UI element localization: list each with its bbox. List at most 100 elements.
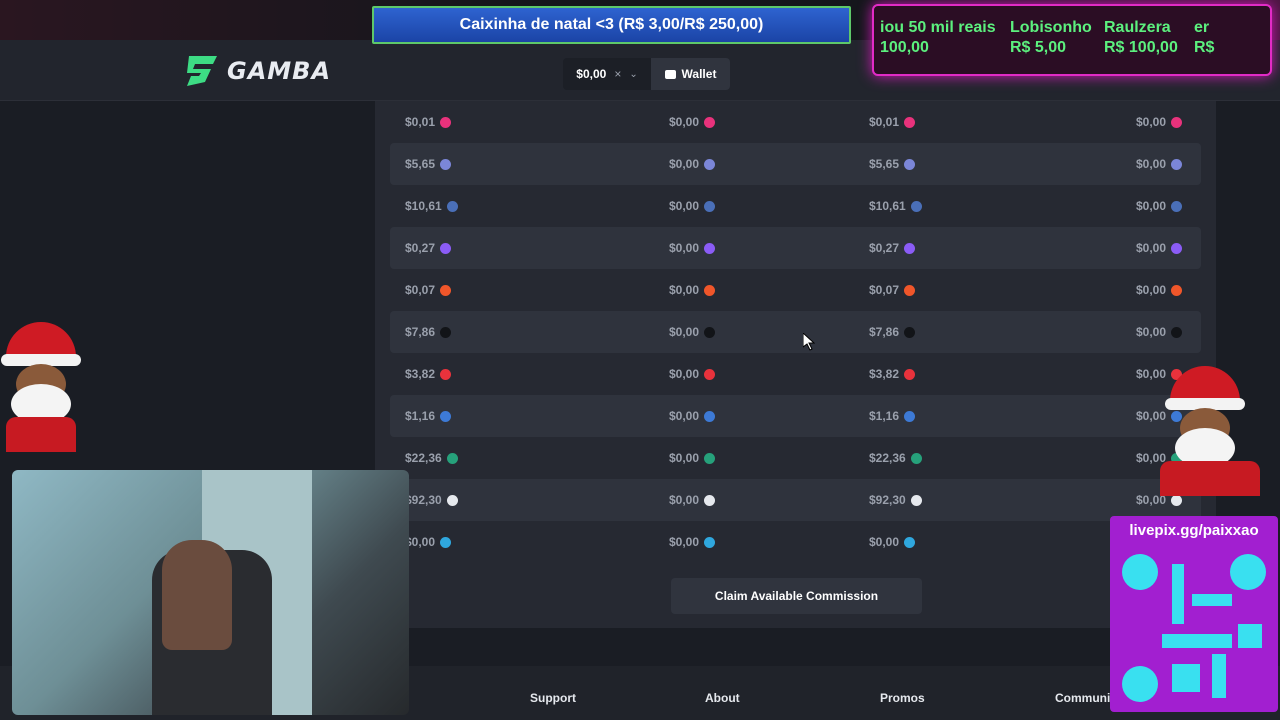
- table-cell: $92,30: [405, 479, 458, 521]
- table-cell: $0,00: [405, 521, 452, 563]
- balance-amount: $0,00: [576, 67, 607, 81]
- table-cell: $0,00: [669, 101, 716, 143]
- pink-coin-icon: [440, 116, 452, 128]
- amount-value: $92,30: [869, 493, 906, 507]
- amount-value: $10,61: [405, 199, 442, 213]
- ticker-item: Raulzera R$ 100,00: [1104, 19, 1178, 56]
- usdt-coin-icon: [910, 452, 922, 464]
- table-row: $0,01 $0,00 $0,01 $0,00: [390, 101, 1201, 143]
- amount-value: $0,00: [1136, 115, 1167, 129]
- table-cell: $5,65: [405, 143, 452, 185]
- ticker-item: Lobisonho R$ 5,00: [1010, 19, 1092, 56]
- table-cell: $1,16: [405, 395, 452, 437]
- table-cell: $0,00: [1136, 269, 1183, 311]
- ton-coin-icon: [904, 536, 916, 548]
- footer-heading-about[interactable]: About: [705, 691, 740, 705]
- gamba-logo[interactable]: GAMBA: [183, 52, 331, 90]
- amount-value: $0,00: [1136, 451, 1167, 465]
- trx-coin-icon: [440, 368, 452, 380]
- amount-value: $0,00: [1136, 325, 1167, 339]
- usdc-coin-icon: [904, 410, 916, 422]
- table-cell: $0,00: [669, 353, 716, 395]
- matic-coin-icon: [704, 242, 716, 254]
- table-row: $3,82 $0,00 $3,82 $0,00: [390, 353, 1201, 395]
- ton-coin-icon: [704, 536, 716, 548]
- wallet-icon: [664, 69, 676, 79]
- amount-value: $0,00: [669, 283, 700, 297]
- shib-coin-icon: [904, 284, 916, 296]
- amount-value: $0,00: [405, 535, 436, 549]
- xrp-coin-icon: [1171, 494, 1183, 506]
- amount-value: $0,01: [405, 115, 436, 129]
- sol-coin-icon: [904, 326, 916, 338]
- shib-coin-icon: [704, 284, 716, 296]
- clear-icon[interactable]: ×: [614, 67, 622, 81]
- eth-coin-icon: [1171, 158, 1183, 170]
- wallet-button[interactable]: Wallet: [651, 58, 730, 90]
- table-cell: $0,27: [869, 227, 916, 269]
- table-row: $5,65 $0,00 $5,65 $0,00: [390, 143, 1201, 185]
- eth-coin-icon: [440, 158, 452, 170]
- table-cell: $5,65: [869, 143, 916, 185]
- ticker-item: iou 50 mil reais 100,00: [880, 19, 996, 56]
- logo-wordmark: GAMBA: [227, 57, 332, 85]
- usdc-coin-icon: [440, 410, 452, 422]
- table-cell: $0,00: [1136, 437, 1183, 479]
- table-cell: $0,00: [1136, 353, 1183, 395]
- qr-code: [1122, 554, 1266, 702]
- table-cell: $0,00: [1136, 395, 1183, 437]
- table-row: $0,27 $0,00 $0,27 $0,00: [390, 227, 1201, 269]
- amount-value: $0,01: [869, 115, 900, 129]
- ton-coin-icon: [440, 536, 452, 548]
- footer-heading-support[interactable]: Support: [530, 691, 576, 705]
- amount-value: $0,00: [669, 115, 700, 129]
- table-cell: $0,00: [1136, 311, 1183, 353]
- ltc-coin-icon: [910, 200, 922, 212]
- pink-coin-icon: [904, 116, 916, 128]
- table-cell: $0,01: [869, 101, 916, 143]
- table-cell: $22,36: [405, 437, 458, 479]
- shib-coin-icon: [1171, 284, 1183, 296]
- footer-heading-community[interactable]: Community: [1055, 691, 1121, 705]
- table-cell: $0,00: [669, 395, 716, 437]
- sol-coin-icon: [704, 326, 716, 338]
- table-cell: $0,00: [669, 311, 716, 353]
- table-cell: $0,00: [669, 143, 716, 185]
- table-cell: $10,61: [869, 185, 922, 227]
- amount-value: $5,65: [405, 157, 436, 171]
- pink-coin-icon: [1171, 116, 1183, 128]
- eth-coin-icon: [904, 158, 916, 170]
- balance-selector[interactable]: $0,00 × ⌄: [563, 58, 651, 90]
- usdt-coin-icon: [704, 452, 716, 464]
- table-cell: $0,00: [669, 185, 716, 227]
- wallet-label: Wallet: [681, 67, 717, 81]
- footer-heading-promos[interactable]: Promos: [880, 691, 925, 705]
- amount-value: $0,00: [1136, 409, 1167, 423]
- matic-coin-icon: [440, 242, 452, 254]
- usdt-coin-icon: [1171, 452, 1183, 464]
- trx-coin-icon: [1171, 368, 1183, 380]
- chevron-down-icon[interactable]: ⌄: [629, 68, 638, 80]
- santa-decoration: [0, 322, 86, 452]
- table-row: $10,61 $0,00 $10,61 $0,00: [390, 185, 1201, 227]
- table-cell: $0,27: [405, 227, 452, 269]
- table-cell: $0,00: [1136, 185, 1183, 227]
- claim-commission-button[interactable]: Claim Available Commission: [671, 578, 922, 614]
- ltc-coin-icon: [704, 200, 716, 212]
- amount-value: $5,65: [869, 157, 900, 171]
- amount-value: $0,00: [669, 325, 700, 339]
- amount-value: $0,00: [669, 199, 700, 213]
- table-cell: $0,00: [1136, 479, 1183, 521]
- usdc-coin-icon: [1171, 410, 1183, 422]
- table-cell: $0,01: [405, 101, 452, 143]
- table-cell: $7,86: [405, 311, 452, 353]
- santa-decoration: [1140, 366, 1270, 496]
- amount-value: $22,36: [869, 451, 906, 465]
- pink-coin-icon: [704, 116, 716, 128]
- commission-table: $0,01 $0,00 $0,01 $0,00 $5,65 $0,00 $5,65 $0,00…: [375, 101, 1216, 628]
- table-row: $7,86 $0,00 $7,86 $0,00: [390, 311, 1201, 353]
- table-cell: $0,07: [869, 269, 916, 311]
- ltc-coin-icon: [1171, 200, 1183, 212]
- table-cell: $0,00: [1136, 101, 1183, 143]
- donation-goal-banner: Caixinha de natal <3 (R$ 3,00/R$ 250,00): [372, 6, 851, 44]
